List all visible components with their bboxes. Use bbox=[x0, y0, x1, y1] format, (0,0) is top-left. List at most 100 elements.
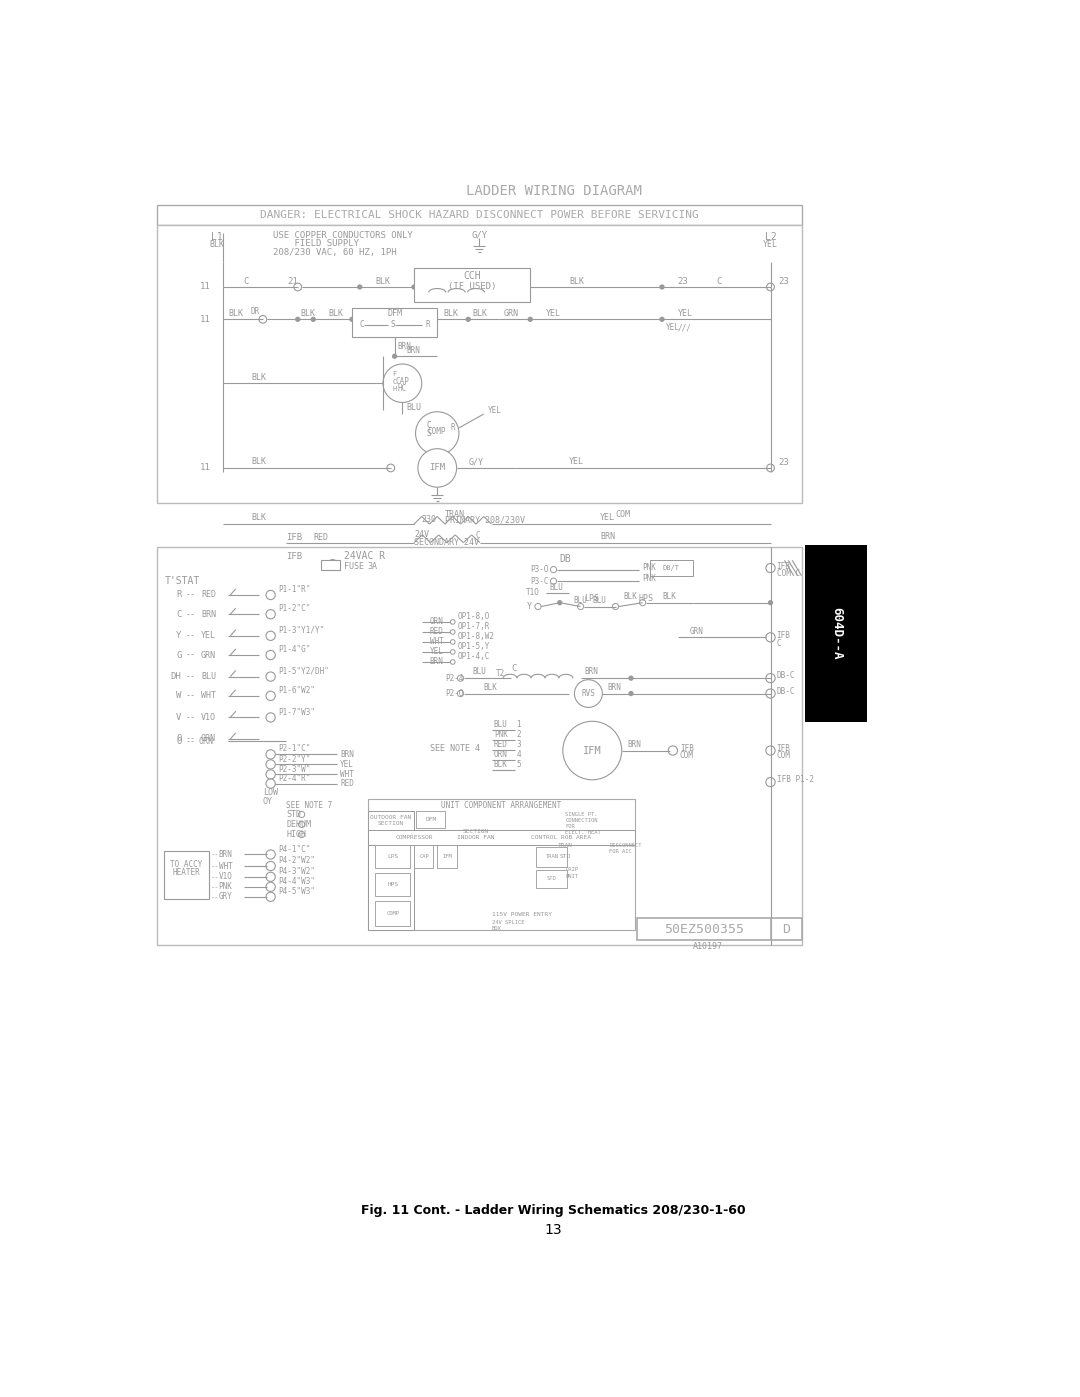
Text: BLK: BLK bbox=[484, 683, 498, 692]
Text: YEL: YEL bbox=[488, 405, 501, 415]
Bar bbox=[367, 799, 635, 930]
Circle shape bbox=[450, 659, 455, 665]
Text: DB-C: DB-C bbox=[777, 687, 795, 696]
Bar bbox=[416, 812, 445, 828]
Bar bbox=[637, 918, 801, 940]
Text: BRN: BRN bbox=[584, 668, 598, 676]
Text: --: -- bbox=[186, 712, 195, 722]
Circle shape bbox=[266, 631, 275, 640]
Circle shape bbox=[266, 872, 275, 882]
Circle shape bbox=[383, 365, 422, 402]
Bar bbox=[414, 268, 530, 302]
Text: T'STAT: T'STAT bbox=[164, 576, 200, 587]
Text: 24V SPLICE: 24V SPLICE bbox=[491, 919, 524, 925]
Text: (IF USED): (IF USED) bbox=[448, 282, 497, 292]
Text: SEE NOTE 4: SEE NOTE 4 bbox=[430, 745, 480, 753]
Circle shape bbox=[458, 675, 463, 682]
Text: P4-5"W3": P4-5"W3" bbox=[279, 887, 315, 895]
Text: IFB P1-2: IFB P1-2 bbox=[777, 775, 813, 784]
Circle shape bbox=[266, 672, 275, 682]
Text: V1O: V1O bbox=[201, 712, 216, 722]
Text: BLU: BLU bbox=[572, 597, 586, 605]
Text: BLK: BLK bbox=[252, 457, 267, 467]
Text: P1-7"W3": P1-7"W3" bbox=[279, 707, 315, 717]
Text: LPS: LPS bbox=[584, 594, 599, 604]
Text: FIELD SUPPLY: FIELD SUPPLY bbox=[273, 239, 359, 249]
Text: OP1-8,W2: OP1-8,W2 bbox=[458, 631, 495, 641]
Text: 24V: 24V bbox=[414, 531, 429, 539]
Circle shape bbox=[393, 355, 396, 358]
Text: P2-4: P2-4 bbox=[445, 673, 463, 683]
Text: 1: 1 bbox=[516, 719, 521, 729]
Text: P4-4"W3": P4-4"W3" bbox=[279, 877, 315, 886]
Text: 50EZ500355: 50EZ500355 bbox=[664, 922, 744, 936]
Text: 11: 11 bbox=[200, 282, 211, 292]
Text: DANGER: ELECTRICAL SHOCK HAZARD DISCONNECT POWER BEFORE SERVICING: DANGER: ELECTRICAL SHOCK HAZARD DISCONNE… bbox=[259, 210, 699, 219]
Bar bbox=[375, 845, 410, 869]
Text: P2-4"R": P2-4"R" bbox=[279, 774, 311, 782]
Circle shape bbox=[575, 680, 603, 707]
Text: BRN: BRN bbox=[340, 750, 354, 759]
Text: FUSE: FUSE bbox=[345, 562, 364, 571]
Text: COM: COM bbox=[616, 510, 631, 518]
Text: BLK: BLK bbox=[228, 310, 243, 319]
Circle shape bbox=[350, 317, 354, 321]
Text: YEL: YEL bbox=[545, 310, 561, 319]
Text: --: -- bbox=[186, 651, 195, 659]
Text: P2-2"Y": P2-2"Y" bbox=[279, 754, 311, 764]
Text: 115V POWER ENTRY: 115V POWER ENTRY bbox=[491, 912, 552, 916]
Circle shape bbox=[266, 692, 275, 700]
Text: YEL: YEL bbox=[569, 457, 584, 467]
Bar bbox=[157, 225, 801, 503]
Text: 24VAC R: 24VAC R bbox=[345, 552, 386, 562]
Bar bbox=[367, 812, 414, 930]
Text: TO ACCY: TO ACCY bbox=[170, 861, 202, 869]
Text: BLK: BLK bbox=[252, 373, 267, 381]
Text: DH: DH bbox=[171, 672, 181, 682]
Circle shape bbox=[266, 651, 275, 659]
Text: V: V bbox=[176, 712, 181, 722]
Text: OY: OY bbox=[262, 796, 273, 806]
Bar bbox=[650, 560, 693, 576]
Text: CAP: CAP bbox=[395, 377, 409, 386]
Text: IFM: IFM bbox=[583, 746, 602, 756]
Text: IFB: IFB bbox=[286, 532, 302, 542]
Text: CONTROL ROB AREA: CONTROL ROB AREA bbox=[531, 835, 591, 840]
Text: IFB: IFB bbox=[777, 631, 791, 640]
Circle shape bbox=[767, 284, 774, 291]
Bar bbox=[437, 845, 457, 869]
Text: DB/T: DB/T bbox=[663, 564, 679, 571]
Text: ORN: ORN bbox=[494, 750, 508, 759]
Text: RED: RED bbox=[430, 627, 444, 637]
Text: COM: COM bbox=[777, 752, 791, 760]
Text: STD: STD bbox=[548, 876, 557, 882]
Text: IFB: IFB bbox=[777, 562, 791, 571]
Circle shape bbox=[266, 862, 275, 870]
Circle shape bbox=[413, 285, 416, 289]
Text: WHT: WHT bbox=[218, 862, 232, 870]
Text: BLU: BLU bbox=[406, 404, 421, 412]
Text: BLK: BLK bbox=[375, 277, 390, 286]
Text: 5: 5 bbox=[516, 760, 521, 768]
Circle shape bbox=[357, 285, 362, 289]
Text: 2: 2 bbox=[516, 729, 521, 739]
Circle shape bbox=[551, 567, 556, 573]
Circle shape bbox=[266, 609, 275, 619]
Circle shape bbox=[450, 650, 455, 654]
Text: BRN: BRN bbox=[627, 740, 642, 749]
Text: P1-5"Y2/DH": P1-5"Y2/DH" bbox=[279, 666, 329, 676]
Text: L1: L1 bbox=[211, 232, 222, 242]
Text: O: O bbox=[176, 736, 181, 746]
Text: COMP: COMP bbox=[387, 911, 400, 916]
Text: C: C bbox=[511, 664, 516, 672]
Text: OP1-7,R: OP1-7,R bbox=[458, 622, 489, 631]
Text: BLK: BLK bbox=[623, 592, 637, 601]
Bar bbox=[352, 307, 437, 337]
Text: P4-2"W2": P4-2"W2" bbox=[279, 856, 315, 865]
Text: HPS: HPS bbox=[638, 594, 653, 604]
Text: 23: 23 bbox=[779, 277, 789, 286]
Text: --: -- bbox=[186, 672, 195, 682]
Text: ELECT. HEAT: ELECT. HEAT bbox=[565, 830, 600, 835]
Text: WHT: WHT bbox=[201, 692, 216, 700]
Text: --: -- bbox=[211, 873, 219, 880]
